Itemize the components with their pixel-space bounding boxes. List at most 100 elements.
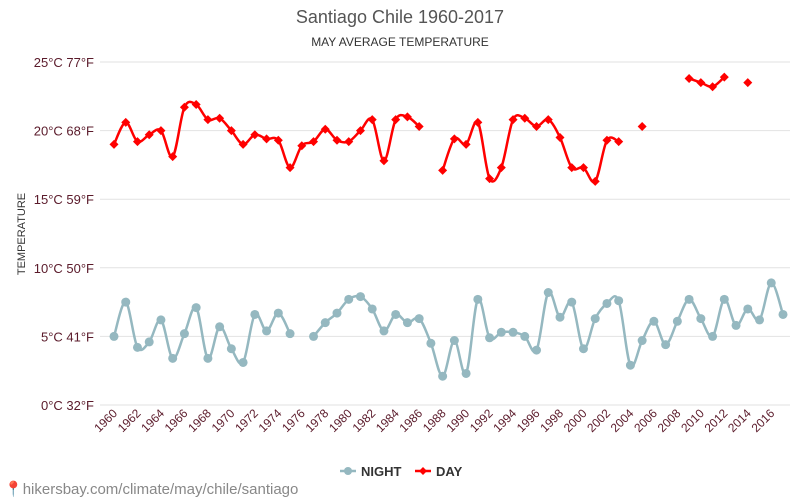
day-point[interactable]: [332, 135, 342, 145]
day-point[interactable]: [684, 73, 694, 83]
night-point[interactable]: [473, 294, 483, 304]
night-point[interactable]: [250, 309, 260, 319]
day-point[interactable]: [355, 126, 365, 136]
night-point[interactable]: [684, 294, 694, 304]
day-point[interactable]: [602, 135, 612, 145]
legend-day-label[interactable]: DAY: [436, 464, 463, 479]
night-point[interactable]: [532, 345, 542, 355]
night-point[interactable]: [602, 298, 612, 308]
night-point[interactable]: [496, 327, 506, 337]
night-point[interactable]: [414, 314, 424, 324]
night-point[interactable]: [144, 337, 154, 347]
night-point[interactable]: [719, 294, 729, 304]
legend-day-marker[interactable]: [419, 467, 427, 475]
night-point[interactable]: [649, 316, 659, 326]
night-point[interactable]: [132, 342, 142, 352]
night-point[interactable]: [461, 368, 471, 378]
day-point[interactable]: [344, 137, 354, 147]
day-point[interactable]: [226, 126, 236, 136]
day-point[interactable]: [109, 139, 119, 149]
day-point[interactable]: [402, 112, 412, 122]
day-point[interactable]: [438, 165, 448, 175]
night-point[interactable]: [661, 340, 671, 350]
day-point[interactable]: [144, 130, 154, 140]
day-point[interactable]: [708, 82, 718, 92]
night-point[interactable]: [637, 336, 647, 346]
day-point[interactable]: [168, 152, 178, 162]
day-point[interactable]: [496, 163, 506, 173]
night-point[interactable]: [426, 338, 436, 348]
night-point[interactable]: [696, 314, 706, 324]
day-point[interactable]: [309, 137, 319, 147]
day-point[interactable]: [250, 130, 260, 140]
night-point[interactable]: [614, 296, 624, 306]
night-point[interactable]: [508, 327, 518, 337]
day-point[interactable]: [614, 137, 624, 147]
night-point[interactable]: [309, 331, 319, 341]
night-point[interactable]: [391, 309, 401, 319]
night-point[interactable]: [367, 304, 377, 314]
day-point[interactable]: [179, 102, 189, 112]
night-point[interactable]: [191, 303, 201, 313]
night-point[interactable]: [273, 308, 283, 318]
night-point[interactable]: [578, 344, 588, 354]
day-point[interactable]: [132, 137, 142, 147]
day-point[interactable]: [121, 117, 131, 127]
night-point[interactable]: [485, 333, 495, 343]
night-point[interactable]: [520, 331, 530, 341]
day-point[interactable]: [637, 121, 647, 131]
night-point[interactable]: [121, 297, 131, 307]
day-point[interactable]: [719, 72, 729, 82]
night-point[interactable]: [755, 315, 765, 325]
day-point[interactable]: [578, 163, 588, 173]
night-point[interactable]: [567, 297, 577, 307]
day-point[interactable]: [391, 115, 401, 125]
night-point[interactable]: [449, 336, 459, 346]
night-point[interactable]: [766, 278, 776, 288]
day-point[interactable]: [520, 113, 530, 123]
night-point[interactable]: [625, 360, 635, 370]
night-point[interactable]: [778, 309, 788, 319]
source-link[interactable]: 📍hikersbay.com/climate/may/chile/santiag…: [4, 480, 298, 498]
night-point[interactable]: [179, 329, 189, 339]
night-point[interactable]: [285, 329, 295, 339]
legend-night-marker[interactable]: [344, 467, 352, 475]
day-point[interactable]: [262, 134, 272, 144]
day-point[interactable]: [367, 115, 377, 125]
night-point[interactable]: [320, 318, 330, 328]
day-point[interactable]: [156, 126, 166, 136]
day-point[interactable]: [461, 139, 471, 149]
night-point[interactable]: [438, 371, 448, 381]
legend-night-label[interactable]: NIGHT: [361, 464, 402, 479]
night-point[interactable]: [355, 292, 365, 302]
night-point[interactable]: [109, 331, 119, 341]
day-point[interactable]: [215, 113, 225, 123]
day-point[interactable]: [543, 115, 553, 125]
day-point[interactable]: [567, 163, 577, 173]
day-point[interactable]: [191, 100, 201, 110]
day-point[interactable]: [238, 139, 248, 149]
day-point[interactable]: [485, 174, 495, 184]
night-point[interactable]: [344, 294, 354, 304]
day-point[interactable]: [449, 134, 459, 144]
night-point[interactable]: [226, 344, 236, 354]
night-point[interactable]: [743, 304, 753, 314]
source-url[interactable]: hikersbay.com/climate/may/chile/santiago: [22, 481, 299, 498]
night-point[interactable]: [379, 326, 389, 336]
day-point[interactable]: [414, 121, 424, 131]
night-point[interactable]: [731, 320, 741, 330]
night-point[interactable]: [238, 357, 248, 367]
day-point[interactable]: [297, 141, 307, 151]
day-point[interactable]: [508, 115, 518, 125]
night-point[interactable]: [402, 318, 412, 328]
day-point[interactable]: [743, 78, 753, 88]
day-point[interactable]: [696, 78, 706, 88]
day-point[interactable]: [590, 176, 600, 186]
night-point[interactable]: [168, 353, 178, 363]
night-point[interactable]: [555, 312, 565, 322]
night-point[interactable]: [262, 326, 272, 336]
night-point[interactable]: [203, 353, 213, 363]
night-point[interactable]: [215, 322, 225, 332]
day-point[interactable]: [285, 163, 295, 173]
night-point[interactable]: [332, 308, 342, 318]
